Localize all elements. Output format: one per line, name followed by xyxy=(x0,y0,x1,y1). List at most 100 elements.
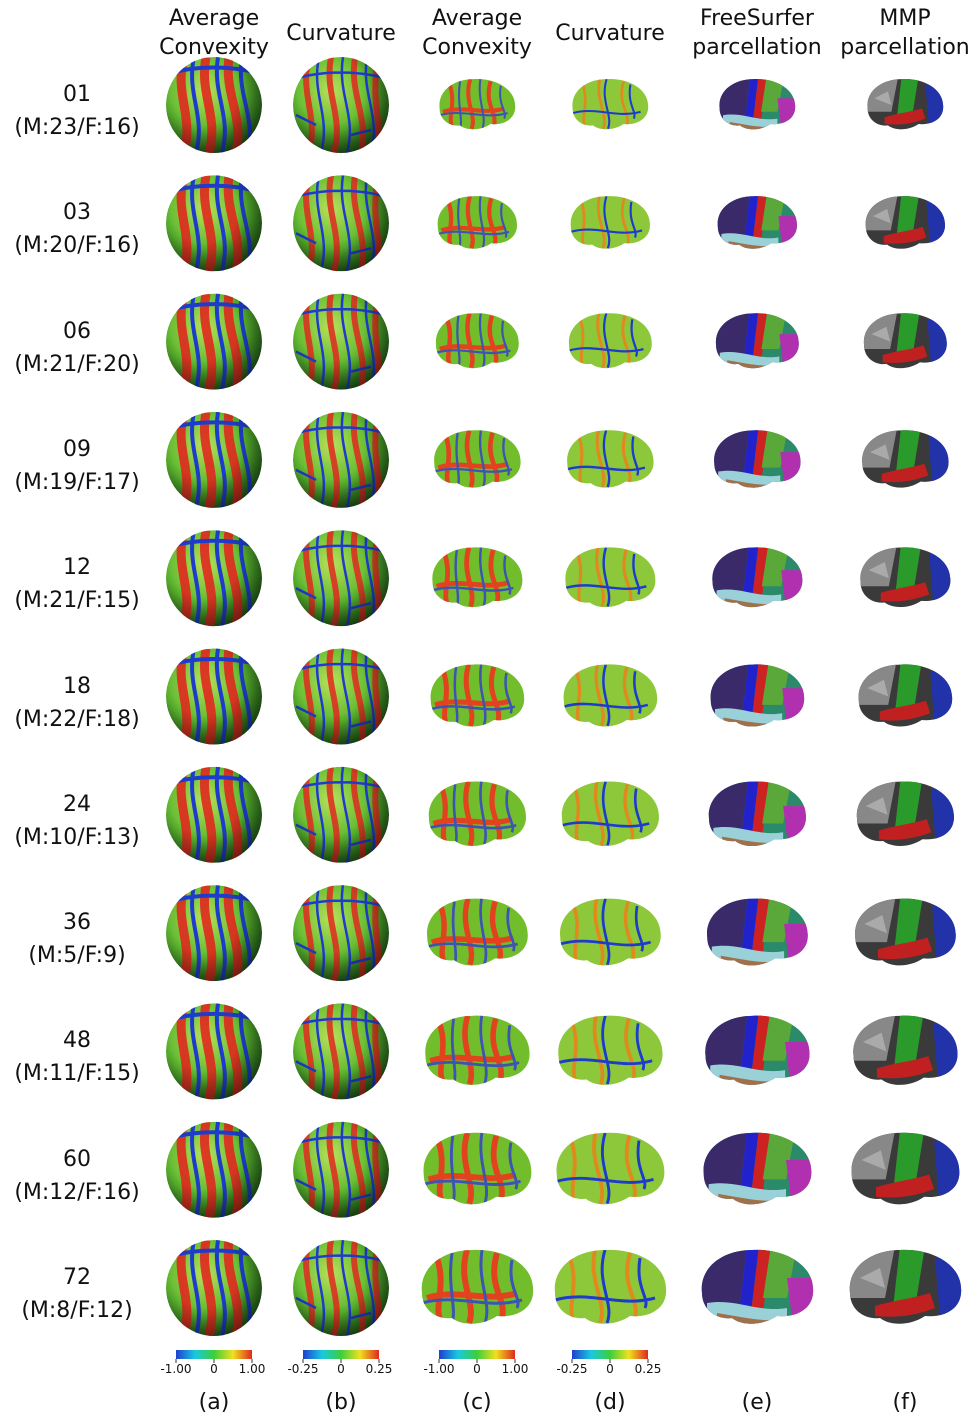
brain-image xyxy=(427,661,528,732)
sphere-image xyxy=(291,1122,391,1218)
brain-image xyxy=(425,778,530,851)
brain-image xyxy=(705,778,810,851)
colorbar-tick-label: 0 xyxy=(337,1362,345,1376)
sphere-image xyxy=(164,175,264,271)
subfigure-label: (e) xyxy=(741,1390,773,1415)
brain-image xyxy=(554,1012,666,1091)
brain-image xyxy=(565,310,654,372)
brain-image xyxy=(855,661,956,732)
brain-image xyxy=(851,895,959,971)
brain-image xyxy=(712,310,801,372)
row-counts: (M:19/F:17) xyxy=(14,469,140,495)
column-header: Curvature xyxy=(555,21,665,46)
brain-image xyxy=(432,310,521,372)
brain-image xyxy=(703,895,811,971)
sphere-image xyxy=(291,530,391,626)
column-header: Curvature xyxy=(286,21,396,46)
colorbar xyxy=(176,1350,252,1359)
brain-image xyxy=(569,76,651,133)
brain-image xyxy=(858,427,951,492)
brain-image xyxy=(853,778,958,851)
brain-image xyxy=(845,1246,965,1330)
colorbar xyxy=(439,1350,515,1359)
brain-image xyxy=(421,1012,533,1091)
sphere-image xyxy=(164,649,264,745)
sphere-image xyxy=(291,767,391,863)
brain-image xyxy=(860,310,949,372)
brain-image xyxy=(550,1246,670,1330)
row-counts: (M:21/F:20) xyxy=(14,351,140,377)
brain-image xyxy=(699,1129,815,1210)
row-age: 60 xyxy=(63,1146,91,1172)
sphere-image xyxy=(164,767,264,863)
brain-image xyxy=(697,1246,817,1330)
row-counts: (M:22/F:18) xyxy=(14,706,140,732)
brain-image xyxy=(430,427,523,492)
brain-image xyxy=(434,193,519,253)
row-counts: (M:12/F:16) xyxy=(14,1179,140,1205)
column-header: Average Convexity xyxy=(422,6,532,60)
brain-image xyxy=(423,895,531,971)
sphere-image xyxy=(164,530,264,626)
sphere-image xyxy=(291,1003,391,1099)
brain-image xyxy=(714,193,799,253)
brain-image xyxy=(562,544,659,612)
brain-image xyxy=(709,544,806,612)
colorbar-tick-label: -1.00 xyxy=(160,1362,192,1376)
colorbar-tick-label: 1.00 xyxy=(501,1362,529,1376)
brain-image xyxy=(552,1129,668,1210)
brain-image xyxy=(716,76,798,133)
colorbar-tick-label: 0.25 xyxy=(365,1362,393,1376)
sphere-image xyxy=(291,1240,391,1336)
row-age: 09 xyxy=(63,436,91,462)
brain-image xyxy=(556,895,664,971)
sphere-image xyxy=(164,885,264,981)
row-age: 72 xyxy=(63,1265,91,1290)
row-age: 01 xyxy=(63,82,91,107)
brain-image xyxy=(864,76,946,133)
colorbar xyxy=(303,1350,379,1359)
brain-image xyxy=(862,193,947,253)
row-age: 06 xyxy=(63,318,91,344)
brain-image xyxy=(417,1246,537,1330)
sphere-image xyxy=(164,1240,264,1336)
colorbar-tick-label: 1.00 xyxy=(238,1362,266,1376)
colorbar xyxy=(572,1350,648,1359)
brain-image xyxy=(710,427,803,492)
row-age: 48 xyxy=(63,1028,91,1054)
brain-image xyxy=(701,1012,813,1091)
sphere-image xyxy=(291,885,391,981)
subfigure-label: (d) xyxy=(594,1390,626,1415)
sphere-image xyxy=(164,1003,264,1099)
brain-image xyxy=(436,76,518,133)
colorbar-tick-label: 0 xyxy=(473,1362,481,1376)
row-counts: (M:23/F:16) xyxy=(14,115,140,140)
sphere-image xyxy=(164,294,264,390)
row-age: 12 xyxy=(63,555,91,581)
row-counts: (M:20/F:16) xyxy=(14,233,140,259)
brain-image xyxy=(567,193,652,253)
colorbar-tick-label: 0 xyxy=(606,1362,614,1376)
sphere-image xyxy=(291,412,391,508)
colorbar-tick-label: 0 xyxy=(210,1362,218,1376)
row-counts: (M:11/F:15) xyxy=(14,1061,140,1087)
colorbar-tick-label: -0.25 xyxy=(556,1362,588,1376)
colorbar-tick-label: -1.00 xyxy=(423,1362,455,1376)
brain-image xyxy=(419,1129,535,1210)
row-counts: (M:21/F:15) xyxy=(14,588,140,614)
colorbar-tick-label: 0.25 xyxy=(634,1362,662,1376)
sphere-image xyxy=(164,412,264,508)
column-header: FreeSurfer parcellation xyxy=(692,6,822,60)
subfigure-label: (b) xyxy=(325,1390,357,1415)
column-header: MMP parcellation xyxy=(840,6,970,60)
row-counts: (M:5/F:9) xyxy=(28,943,126,969)
subfigure-label: (f) xyxy=(892,1390,918,1415)
subfigure-label: (a) xyxy=(198,1390,230,1415)
brain-image xyxy=(849,1012,961,1091)
brain-image xyxy=(707,661,808,732)
sphere-image xyxy=(291,294,391,390)
row-age: 18 xyxy=(63,673,91,699)
brain-image xyxy=(563,427,656,492)
column-header: Average Convexity xyxy=(159,6,269,60)
